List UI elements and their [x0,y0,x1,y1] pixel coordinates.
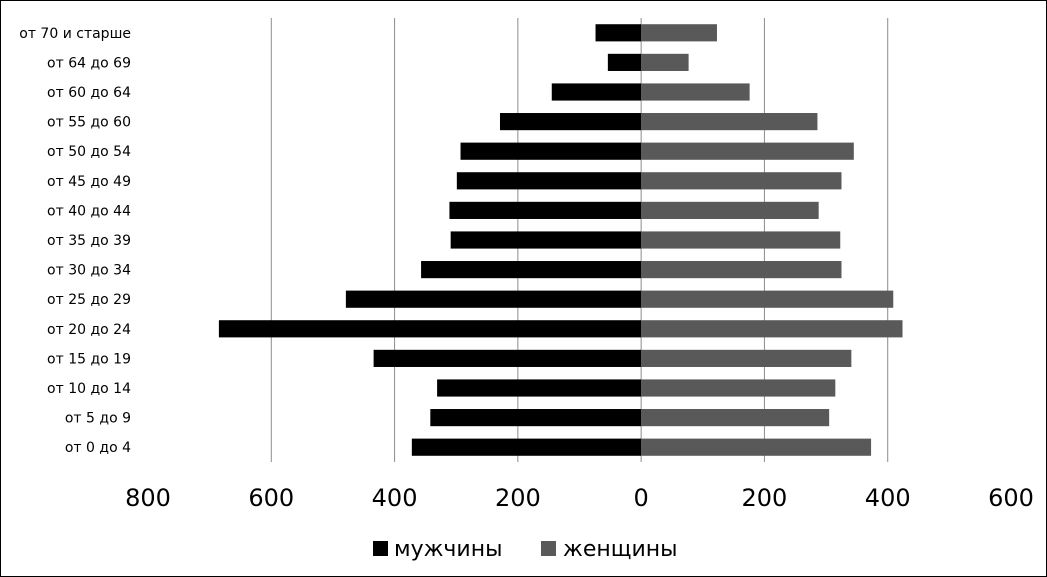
bar-women [641,231,841,249]
x-tick-label: 600 [248,484,294,512]
bar-men [430,409,642,427]
category-label: от 35 до 39 [47,233,131,249]
legend-label: мужчины [394,537,503,562]
bar-men [449,201,642,219]
category-label: от 20 до 24 [47,322,131,338]
bar-women [641,83,750,101]
bar-women [641,113,818,131]
bar-men [373,349,642,367]
category-label: от 25 до 29 [47,292,131,308]
bar-women [641,290,894,308]
x-tick-label: 0 [634,484,649,512]
bar-men [218,320,642,338]
bar-women [641,409,830,427]
bar-women [641,142,854,160]
x-tick-label: 400 [865,484,911,512]
category-label: от 30 до 34 [47,263,131,279]
category-label: от 45 до 49 [47,174,131,190]
bar-women [641,53,689,71]
legend-swatch [373,541,388,556]
bar-women [641,349,852,367]
bar-men [437,379,642,397]
bar-women [641,320,903,338]
bar-men [421,261,642,279]
x-tick-label: 600 [988,484,1034,512]
bar-men [607,53,642,71]
bar-men [345,290,642,308]
category-label: от 5 до 9 [65,411,131,427]
bar-women [641,24,717,42]
bar-men [595,24,642,42]
category-label: от 55 до 60 [47,115,131,131]
legend: мужчины женщины [373,537,678,562]
x-tick-label: 800 [125,484,171,512]
bar-men [456,172,642,190]
category-labels: от 0 до 4 от 5 до 9 от 10 до 14 от 15 до 19… [19,26,131,456]
bar-women [641,438,872,456]
bar-men [450,231,642,249]
x-tick-label: 200 [495,484,541,512]
category-label: от 0 до 4 [65,440,131,456]
bar-men [460,142,642,160]
bar-women [641,172,842,190]
x-tick-label: 200 [742,484,788,512]
bar-women [641,261,842,279]
category-label: от 64 до 69 [47,55,131,71]
category-label: от 60 до 64 [47,85,131,101]
category-label: от 70 и старше [19,26,131,42]
bar-men [411,438,642,456]
legend-swatch [541,541,556,556]
category-label: от 15 до 19 [47,351,131,367]
category-label: от 40 до 44 [47,203,131,219]
legend-label: женщины [563,537,678,562]
category-label: от 50 до 54 [47,144,131,160]
bar-women [641,379,836,397]
bar-men [499,113,642,131]
x-tick-label: 400 [372,484,418,512]
x-tick-labels: 800 600 400 200 0 200 400 600 [125,484,1034,512]
bar-men [551,83,642,101]
category-label: от 10 до 14 [47,381,131,397]
bar-women [641,201,819,219]
bars [218,24,903,456]
